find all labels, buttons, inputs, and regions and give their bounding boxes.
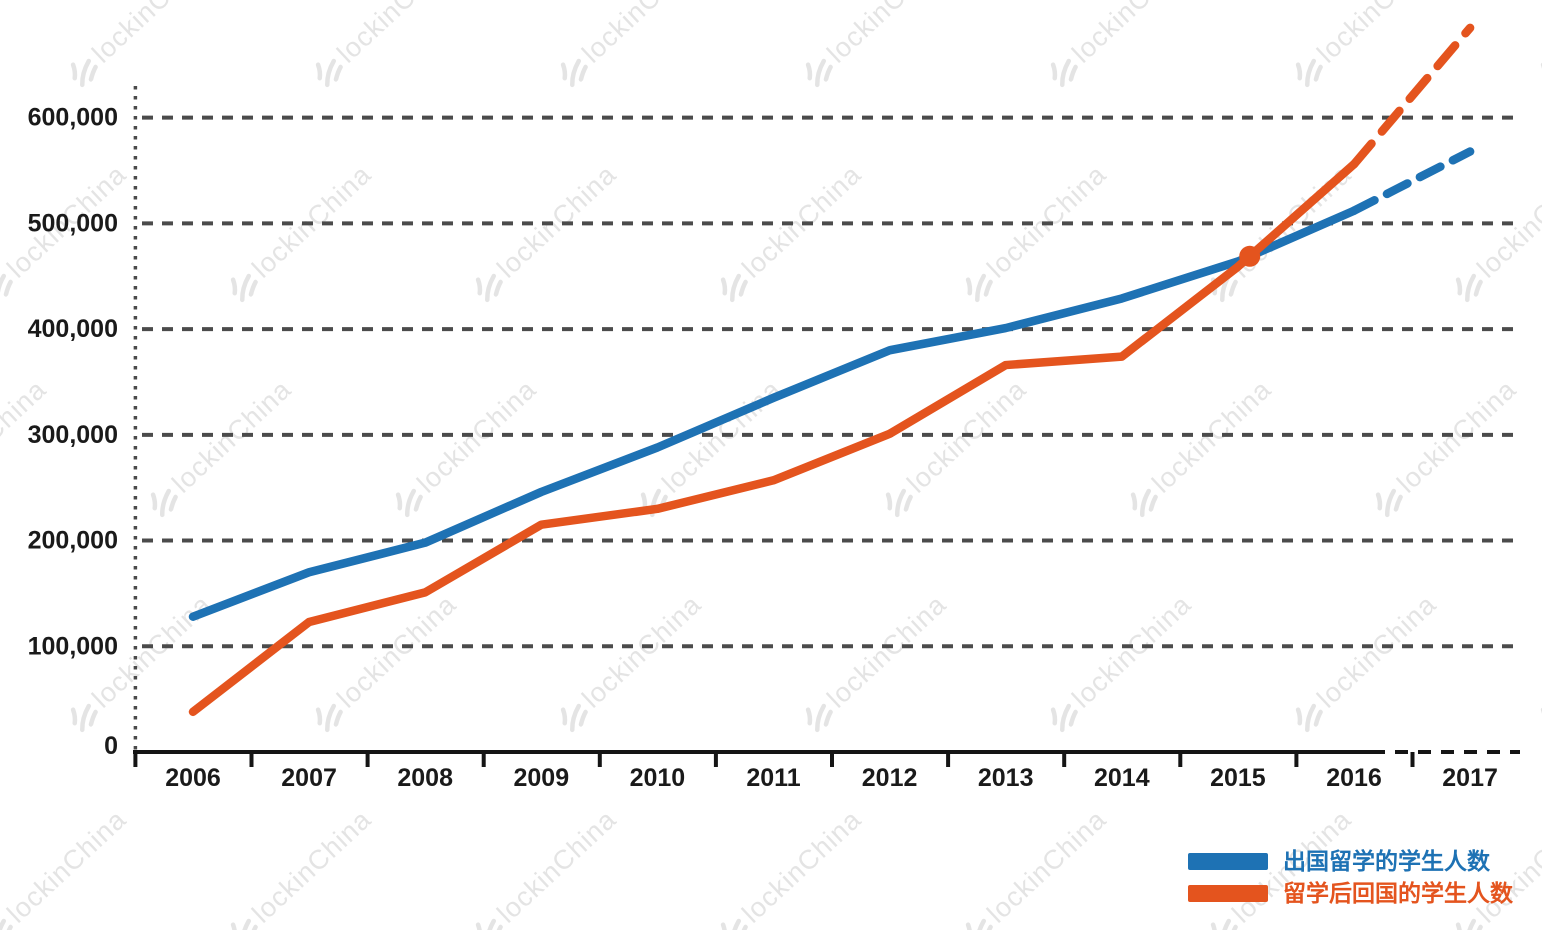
x-tick-label: 2012 bbox=[862, 764, 918, 792]
legend-label-return: 留学后回国的学生人数 bbox=[1283, 880, 1513, 906]
x-tick-label: 2007 bbox=[281, 764, 337, 792]
series-return-line-projection bbox=[1349, 23, 1475, 169]
legend-swatch-abroad bbox=[1188, 853, 1268, 870]
y-tick-label: 0 bbox=[104, 732, 118, 760]
y-tick-label: 300,000 bbox=[28, 421, 118, 449]
series-abroad-line-projection bbox=[1349, 147, 1475, 215]
legend: 出国留学的学生人数 留学后回国的学生人数 bbox=[1188, 849, 1513, 906]
x-tick-label: 2010 bbox=[630, 764, 686, 792]
y-tick-label: 200,000 bbox=[28, 527, 118, 555]
x-tick-label: 2009 bbox=[513, 764, 569, 792]
x-tick-label: 2011 bbox=[746, 764, 800, 792]
legend-label-abroad: 出国留学的学生人数 bbox=[1283, 848, 1490, 874]
y-tick-label: 500,000 bbox=[28, 209, 118, 237]
x-tick-label: 2008 bbox=[397, 764, 453, 792]
x-tick-label: 2014 bbox=[1094, 764, 1150, 792]
series-abroad-line bbox=[188, 206, 1359, 621]
y-tick-label: 600,000 bbox=[28, 104, 118, 132]
x-tick-label: 2006 bbox=[165, 764, 221, 792]
x-tick-label: 2016 bbox=[1326, 764, 1382, 792]
y-tick-label: 400,000 bbox=[28, 315, 118, 343]
intersection-marker bbox=[1239, 245, 1261, 267]
series-return-line bbox=[188, 159, 1359, 717]
x-tick-label: 2015 bbox=[1210, 764, 1266, 792]
x-tick-label: 2017 bbox=[1442, 764, 1498, 792]
x-tick-label: 2013 bbox=[978, 764, 1034, 792]
legend-item-return: 留学后回国的学生人数 bbox=[1188, 881, 1513, 906]
legend-item-abroad: 出国留学的学生人数 bbox=[1188, 849, 1513, 874]
legend-swatch-return bbox=[1188, 885, 1268, 902]
y-tick-label: 100,000 bbox=[28, 632, 118, 660]
